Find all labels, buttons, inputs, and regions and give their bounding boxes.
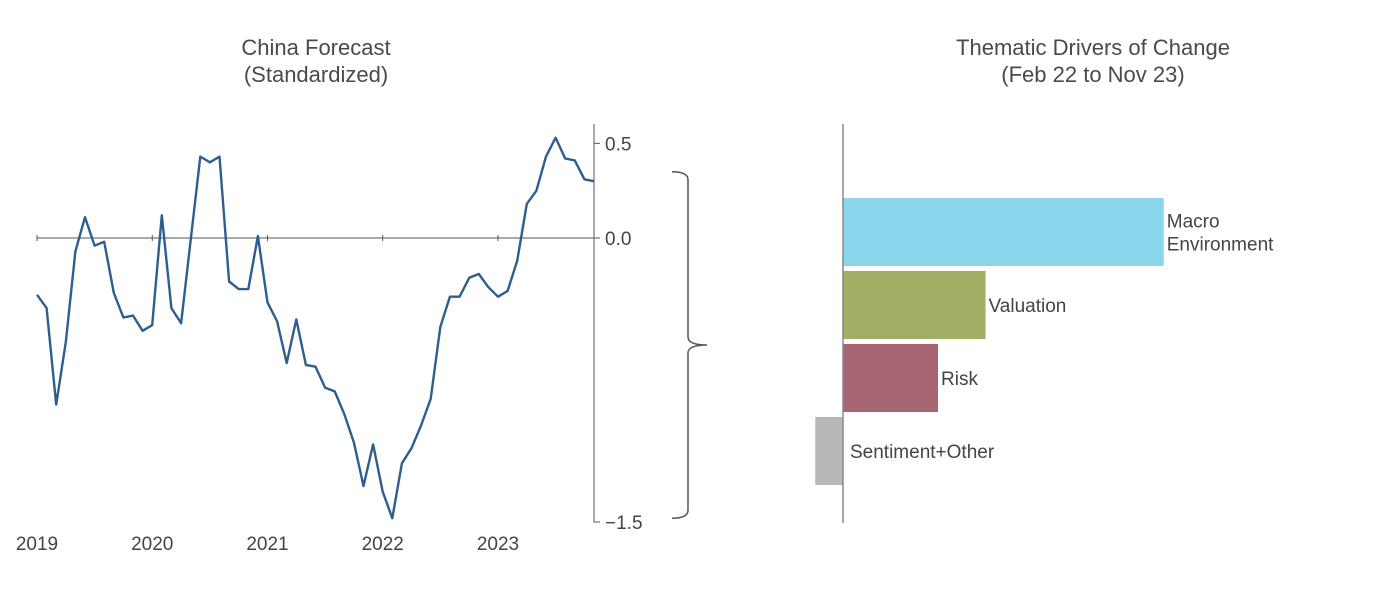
bar-label-line: Risk <box>941 369 978 390</box>
bar-label-line: Valuation <box>989 296 1067 317</box>
y-tick-label: 0.0 <box>605 229 631 250</box>
bar-label-line: Environment <box>1167 235 1274 256</box>
bar-0 <box>843 198 1164 266</box>
line-chart-title-text: China Forecast <box>241 35 391 60</box>
bar-2 <box>843 344 939 412</box>
bar-label-line: Sentiment+Other <box>850 442 995 463</box>
brace-bracket <box>671 170 708 519</box>
x-tick-label: 2023 <box>477 534 519 555</box>
y-tick-label: −1.5 <box>605 513 643 534</box>
line-chart-subtitle-text: (Standardized) <box>243 62 389 87</box>
bar-chart-subtitle-text: (Feb 22 to Nov 23) <box>1001 62 1185 87</box>
x-tick-label: 2021 <box>246 534 288 555</box>
bar-label-line: Macro <box>1167 212 1220 233</box>
line-chart-title: China Forecast (Standardized) <box>166 34 466 88</box>
x-tick-label: 2019 <box>16 534 58 555</box>
bar-label: Risk <box>941 369 978 390</box>
bar-chart-title: Thematic Drivers of Change (Feb 22 to No… <box>893 34 1293 88</box>
x-tick-label: 2022 <box>362 534 404 555</box>
bar-1 <box>843 271 986 339</box>
bar-chart-title-text: Thematic Drivers of Change <box>956 35 1230 60</box>
bar-label: Macro Environment <box>1167 212 1274 256</box>
series-line <box>36 136 595 520</box>
bar-3 <box>815 417 843 485</box>
y-tick-label: 0.5 <box>605 134 631 155</box>
bar-label: Sentiment+Other <box>850 442 995 463</box>
x-tick-label: 2020 <box>131 534 173 555</box>
bar-label: Valuation <box>989 296 1067 317</box>
